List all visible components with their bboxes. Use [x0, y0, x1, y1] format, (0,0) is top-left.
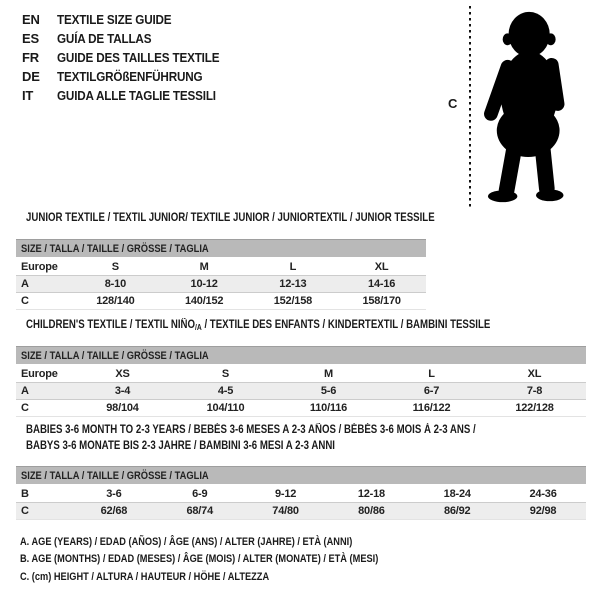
children-table-title: CHILDREN'S TEXTILE / TEXTIL NIÑO/A / TEX… [26, 319, 491, 332]
height-cell: 98/104 [106, 402, 139, 414]
height-cell: 62/68 [100, 505, 128, 517]
height-cell: 128/140 [96, 295, 135, 307]
height-cell: 122/128 [515, 402, 554, 414]
height-cell: 68/74 [186, 505, 213, 517]
size-cell: M [324, 367, 333, 380]
height-cell: 158/170 [362, 295, 401, 307]
lang-row-es: ES GUÍA DE TALLAS [22, 29, 237, 48]
lang-title: TEXTILGRÖßENFÜHRUNG [57, 69, 203, 84]
note-age-months: B. AGE (MONTHS) / EDAD (MESES) / ÂGE (MO… [20, 553, 379, 566]
row-label: C [21, 505, 29, 517]
table-row-height: C 62/68 68/74 74/80 80/86 86/92 92/98 [16, 503, 586, 520]
height-cell: 104/110 [206, 402, 245, 414]
lang-code: DE [22, 69, 40, 84]
age-cell: 4-5 [217, 385, 234, 397]
lang-code: ES [22, 31, 39, 46]
row-label: A [21, 278, 29, 290]
age-cell: 14-16 [368, 278, 396, 290]
height-cell: 74/80 [272, 505, 299, 517]
height-label-c: C [448, 96, 458, 111]
size-cell: M [199, 260, 209, 273]
lang-title: TEXTILE SIZE GUIDE [57, 12, 172, 27]
height-cell: 80/86 [358, 505, 385, 517]
children-size-table: SIZE / TALLA / TAILLE / GRÖSSE / TAGLIA … [16, 346, 586, 417]
toddler-silhouette-icon [484, 11, 565, 203]
babies-size-table: SIZE / TALLA / TAILLE / GRÖSSE / TAGLIA … [16, 466, 586, 520]
size-header-band: SIZE / TALLA / TAILLE / GRÖSSE / TAGLIA [16, 346, 586, 364]
height-cell: 152/158 [273, 295, 313, 307]
lang-row-fr: FR GUIDE DES TAILLES TEXTILE [22, 48, 237, 67]
age-cell: 10-12 [190, 278, 218, 290]
height-cell: 110/116 [309, 402, 348, 414]
table-row-europe: Europe S M L XL [16, 258, 426, 276]
age-cell: 6-7 [423, 385, 440, 397]
note-age-years: A. AGE (YEARS) / EDAD (AÑOS) / ÂGE (ANS)… [20, 535, 353, 548]
table-row-height: C 128/140 140/152 152/158 158/170 [16, 293, 426, 310]
size-cell: S [111, 260, 119, 273]
height-cell: 86/92 [443, 505, 471, 517]
lang-code: IT [22, 88, 34, 103]
language-title-list: EN TEXTILE SIZE GUIDE ES GUÍA DE TALLAS … [22, 10, 237, 105]
lang-title: GUIDA ALLE TAGLIE TESSILI [57, 88, 216, 103]
size-cell: S [221, 367, 230, 380]
age-cell: 12-13 [279, 278, 307, 290]
junior-table-title: JUNIOR TEXTILE / TEXTIL JUNIOR/ TEXTILE … [26, 212, 435, 224]
size-cell: XL [527, 367, 542, 380]
row-label: C [21, 295, 29, 307]
months-cell: 3-6 [106, 487, 122, 500]
lang-title: GUÍA DE TALLAS [57, 31, 152, 46]
lang-row-de: DE TEXTILGRÖßENFÜHRUNG [22, 67, 237, 86]
babies-table-title-line1: BABIES 3-6 MONTH TO 2-3 YEARS / BEBÉS 3-… [26, 424, 476, 436]
row-label: Europe [21, 367, 58, 380]
size-cell: XS [115, 367, 130, 380]
lang-title: GUIDE DES TAILLES TEXTILE [57, 50, 220, 65]
age-cell: 8-10 [104, 278, 126, 290]
table-row-europe: Europe XS S M L XL [16, 365, 586, 383]
lang-code: FR [22, 50, 39, 65]
age-cell: 7-8 [526, 385, 543, 397]
junior-size-table: SIZE / TALLA / TAILLE / GRÖSSE / TAGLIA … [16, 239, 426, 310]
lang-row-it: IT GUIDA ALLE TAGLIE TESSILI [22, 86, 237, 105]
months-cell: 6-9 [192, 487, 208, 500]
lang-code: EN [22, 12, 40, 27]
height-measure-dotted-line [469, 6, 471, 208]
age-cell: 5-6 [320, 385, 337, 397]
row-label: B [21, 487, 29, 500]
size-header-band: SIZE / TALLA / TAILLE / GRÖSSE / TAGLIA [16, 239, 426, 257]
height-cell: 116/122 [412, 402, 451, 414]
size-cell: XL [374, 260, 389, 273]
months-cell: 9-12 [274, 487, 297, 500]
lang-row-en: EN TEXTILE SIZE GUIDE [22, 10, 237, 29]
note-height-cm: C. (cm) HEIGHT / ALTURA / HAUTEUR / HÖHE… [20, 570, 270, 583]
age-cell: 3-4 [114, 385, 131, 397]
months-cell: 24-36 [529, 487, 557, 500]
row-label: Europe [21, 260, 58, 273]
row-label: A [21, 385, 29, 397]
table-row-age: A 3-4 4-5 5-6 6-7 7-8 [16, 383, 586, 400]
months-cell: 18-24 [443, 487, 471, 500]
row-label: C [21, 402, 29, 414]
height-cell: 92/98 [529, 505, 557, 517]
table-row-height: C 98/104 104/110 110/116 116/122 122/128 [16, 400, 586, 417]
height-cell: 140/152 [184, 295, 224, 307]
size-cell: L [428, 367, 435, 380]
babies-table-title-line2: BABYS 3-6 MONATE BIS 2-3 JAHRE / BAMBINI… [26, 440, 335, 452]
months-cell: 12-18 [357, 487, 385, 500]
size-cell: L [289, 260, 297, 273]
table-row-age: A 8-10 10-12 12-13 14-16 [16, 276, 426, 293]
size-header-band: SIZE / TALLA / TAILLE / GRÖSSE / TAGLIA [16, 466, 586, 484]
table-row-months: B 3-6 6-9 9-12 12-18 18-24 24-36 [16, 485, 586, 503]
legend-notes: A. AGE (YEARS) / EDAD (AÑOS) / ÂGE (ANS)… [20, 533, 447, 586]
